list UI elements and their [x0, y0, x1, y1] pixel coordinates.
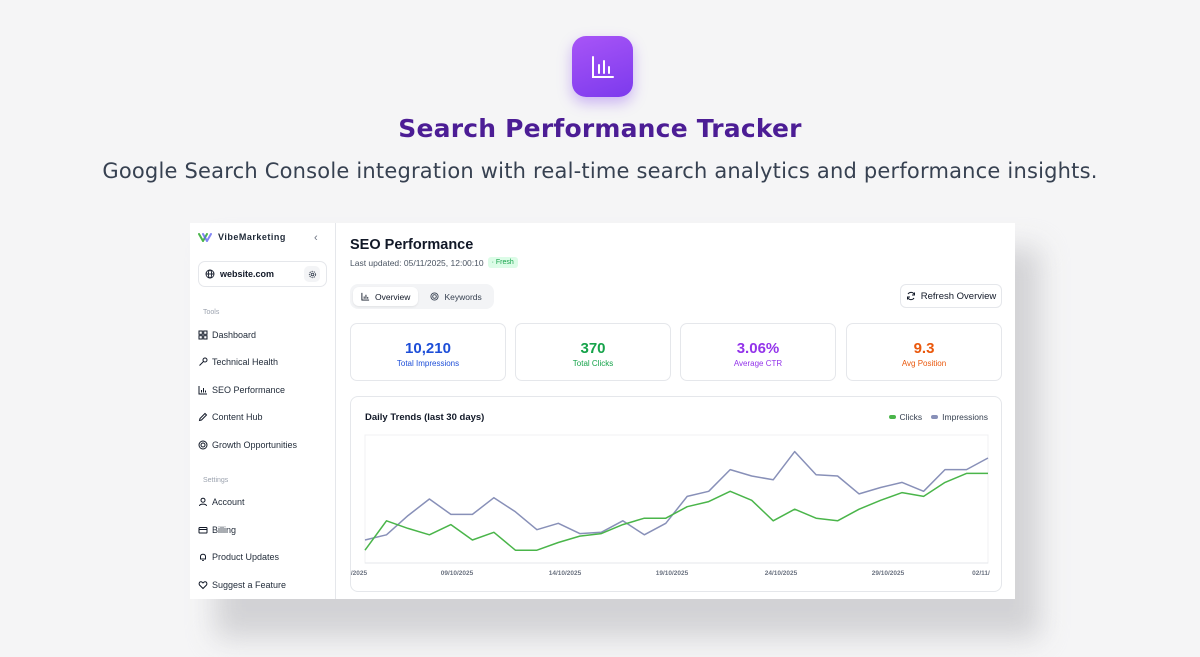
- brand[interactable]: VibeMarketing: [198, 232, 286, 242]
- series-line-clicks: [364, 472, 988, 551]
- sidebar-item-seo-performance[interactable]: SEO Performance: [198, 385, 285, 395]
- wrench-icon: [199, 357, 208, 366]
- pen-icon: [198, 412, 208, 422]
- sidebar-item-label: Account: [212, 497, 245, 507]
- last-updated: Last updated: 05/11/2025, 12:00:10 · Fre…: [350, 257, 518, 268]
- sidebar-item-label: Dashboard: [212, 330, 257, 340]
- sidebar-item-growth-opportunities[interactable]: Growth Opportunities: [198, 440, 297, 450]
- collapse-sidebar-icon[interactable]: ‹: [314, 232, 318, 244]
- stat-value: 10,210: [405, 340, 451, 357]
- sidebar-item-suggest-feature[interactable]: Suggest a Feature: [198, 580, 286, 590]
- app-window: VibeMarketing ‹ website.com Tools Dashbo…: [190, 223, 1015, 599]
- card-icon: [198, 527, 208, 534]
- legend-item-impressions[interactable]: Impressions: [931, 412, 988, 422]
- tab-label: Overview: [375, 291, 411, 302]
- settings-section-label: Settings: [203, 477, 229, 484]
- grid-icon: [198, 330, 208, 340]
- brand-name: VibeMarketing: [218, 232, 286, 242]
- heart-icon: [198, 581, 208, 590]
- sidebar-item-label: SEO Performance: [212, 385, 286, 395]
- stat-label: Avg Position: [901, 359, 947, 368]
- x-tick-label: 24/10/2025: [765, 570, 798, 577]
- stat-value: 3.06%: [736, 340, 780, 357]
- sidebar: VibeMarketing ‹ website.com Tools Dashbo…: [190, 223, 336, 599]
- x-tick-label: 29/10/2025: [872, 570, 905, 577]
- hero-subtitle: Google Search Console integration with r…: [102, 159, 1098, 183]
- gear-icon: [308, 270, 316, 278]
- stat-card-ctr: 3.06% Average CTR: [680, 323, 836, 381]
- tools-section-label: Tools: [203, 309, 220, 316]
- chart-title: Daily Trends (last 30 days): [365, 412, 485, 423]
- stat-label: Total Clicks: [572, 359, 614, 368]
- refresh-icon: [906, 291, 915, 301]
- site-name: website.com: [220, 269, 275, 279]
- target-icon: [430, 292, 439, 301]
- bar-chart-icon: [591, 55, 614, 78]
- sidebar-item-label: Suggest a Feature: [212, 580, 287, 590]
- bar-chart-icon: [198, 386, 207, 395]
- sidebar-item-label: Growth Opportunities: [212, 440, 298, 450]
- sidebar-item-label: Product Updates: [212, 552, 280, 562]
- tab-keywords[interactable]: Keywords: [422, 287, 489, 306]
- chart-plot: /2025 09/10/2025 14/10/2025 19/10/2025 24/10…: [351, 434, 990, 577]
- target-icon: [198, 440, 208, 450]
- legend-label: Impressions: [942, 412, 988, 422]
- fresh-badge: · Fresh: [487, 257, 518, 268]
- refresh-overview-button[interactable]: Refresh Overview: [900, 284, 1002, 308]
- legend-swatch: [931, 415, 939, 419]
- fresh-badge-label: Fresh: [495, 259, 514, 266]
- tab-overview[interactable]: Overview: [353, 287, 419, 306]
- sidebar-item-product-updates[interactable]: Product Updates: [198, 552, 279, 562]
- sidebar-item-technical-health[interactable]: Technical Health: [198, 357, 278, 367]
- stat-value: 9.3: [913, 340, 935, 357]
- plot-area: [364, 434, 989, 564]
- sidebar-item-label: Technical Health: [212, 357, 279, 367]
- site-settings-button[interactable]: [304, 266, 320, 282]
- stat-label: Average CTR: [733, 359, 783, 368]
- stat-value: 370: [580, 340, 606, 357]
- sidebar-item-label: Content Hub: [212, 412, 263, 422]
- daily-trends-chart: /2025 09/10/2025 14/10/2025 19/10/2025 24/10…: [350, 396, 1002, 592]
- x-tick-label: 09/10/2025: [441, 570, 474, 577]
- sidebar-item-content-hub[interactable]: Content Hub: [198, 412, 263, 422]
- x-tick-label: 19/10/2025: [656, 570, 689, 577]
- bell-icon: [200, 553, 206, 561]
- refresh-label: Refresh Overview: [920, 290, 997, 302]
- brand-logo-icon: [198, 233, 212, 242]
- hero-app-icon: [572, 36, 633, 97]
- legend-item-clicks[interactable]: Clicks: [888, 412, 923, 422]
- user-icon: [199, 497, 207, 507]
- main-content: SEO Performance Last updated: 05/11/2025…: [336, 223, 1015, 599]
- stat-card-impressions: 10,210 Total Impressions: [350, 323, 506, 381]
- series-line-impressions: [364, 450, 989, 541]
- sidebar-item-label: Billing: [212, 525, 237, 535]
- hero-title: Search Performance Tracker: [398, 114, 802, 143]
- sidebar-item-billing[interactable]: Billing: [198, 525, 236, 535]
- x-tick-label: 14/10/2025: [549, 570, 582, 577]
- legend-label: Clicks: [899, 412, 923, 422]
- x-tick-label: 02/11/: [972, 570, 990, 577]
- sidebar-item-account[interactable]: Account: [198, 497, 245, 507]
- stat-card-clicks: 370 Total Clicks: [515, 323, 671, 381]
- page-title: SEO Performance: [350, 237, 474, 253]
- chart-legend: Clicks Impressions: [888, 412, 988, 422]
- bar-chart-icon: [361, 292, 370, 301]
- site-selector[interactable]: website.com: [198, 261, 327, 287]
- stat-label: Total Impressions: [396, 359, 460, 368]
- x-tick-label: /2025: [351, 570, 368, 577]
- sidebar-item-dashboard[interactable]: Dashboard: [198, 330, 256, 340]
- tab-label: Keywords: [444, 291, 482, 302]
- globe-icon: [205, 269, 215, 279]
- tab-bar: Overview Keywords: [350, 284, 494, 309]
- stat-card-position: 9.3 Avg Position: [846, 323, 1002, 381]
- last-updated-text: Last updated: 05/11/2025, 12:00:10: [350, 257, 484, 268]
- legend-swatch: [888, 415, 896, 419]
